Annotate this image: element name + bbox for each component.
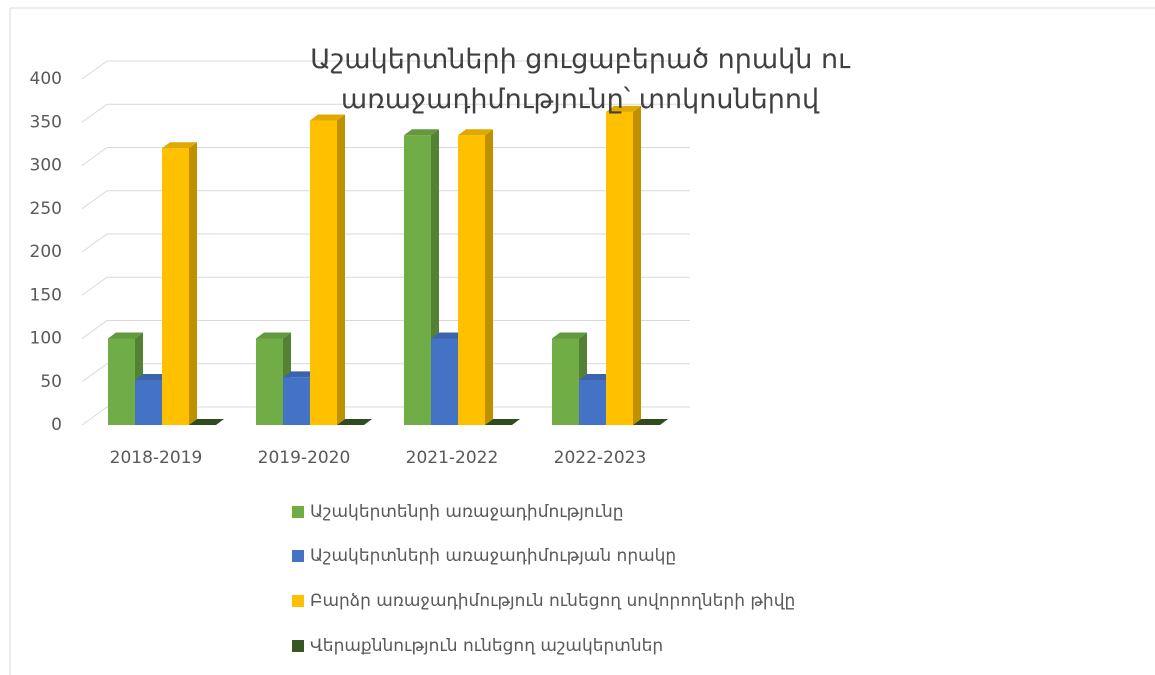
bar <box>552 338 579 425</box>
bar-top <box>579 374 614 381</box>
legend-swatch <box>292 550 304 562</box>
bar <box>606 111 633 426</box>
grid-line <box>81 190 690 210</box>
bar-top <box>431 332 466 339</box>
bar-top <box>552 332 587 339</box>
bar-side <box>485 129 493 425</box>
bar <box>256 338 283 425</box>
bar-top <box>404 129 439 136</box>
bar-top <box>256 332 291 339</box>
grid-line <box>81 406 690 426</box>
bar-top <box>485 419 520 425</box>
y-tick-label: 150 <box>30 285 62 305</box>
bar-side <box>337 114 345 426</box>
bar <box>458 135 485 425</box>
x-tick-label: 2019-2020 <box>258 448 351 468</box>
bar <box>135 380 162 425</box>
bar-top <box>283 371 318 378</box>
legend-label: Աշակերտների առաջադիմության որակը <box>310 546 676 566</box>
bar-top <box>337 419 372 425</box>
grid-line <box>81 233 690 253</box>
bar-top <box>458 129 493 136</box>
bar-top <box>189 419 224 425</box>
bar <box>162 148 189 425</box>
bar <box>579 380 606 425</box>
bar-top <box>633 419 668 425</box>
x-tick-label: 2021-2022 <box>406 448 499 468</box>
y-tick-label: 250 <box>30 199 62 219</box>
y-tick-label: 350 <box>30 112 62 132</box>
legend-label: Վերաքննություն ունեցող աշակերտներ <box>310 636 663 656</box>
legend-label: Բարձր առաջադիմություն ունեցող սովորողներ… <box>310 591 795 611</box>
bar <box>283 377 310 425</box>
y-tick-label: 50 <box>40 372 62 392</box>
x-tick-label: 2018-2019 <box>110 448 203 468</box>
y-tick-label: 300 <box>30 156 62 176</box>
bar-side <box>189 142 197 425</box>
y-tick-label: 400 <box>30 69 62 89</box>
grid-line <box>81 60 690 80</box>
legend-swatch <box>292 640 304 652</box>
bar <box>404 135 431 425</box>
bar-top <box>135 374 170 381</box>
grid-line <box>81 320 690 339</box>
y-tick-label: 100 <box>30 329 62 349</box>
y-tick-label: 200 <box>30 242 62 262</box>
legend-label: Աշակերտենրի առաջադիմությունը <box>310 502 624 522</box>
bar-top <box>108 332 143 339</box>
chart-title: Աշակերտների ցուցաբերած որակն ու առաջադիմ… <box>310 44 850 115</box>
bar-side <box>633 105 641 426</box>
bar-top <box>606 105 641 112</box>
x-tick-label: 2022-2023 <box>554 448 647 468</box>
legend-swatch <box>292 506 304 518</box>
grid-line <box>81 103 690 123</box>
bar <box>108 338 135 425</box>
y-tick-label: 0 <box>51 415 62 435</box>
bar <box>310 120 337 426</box>
bar <box>431 338 458 425</box>
grid-line <box>81 276 690 296</box>
bar-top <box>310 114 345 121</box>
legend-swatch <box>292 595 304 607</box>
bar-top <box>162 142 197 149</box>
grid-line <box>81 147 690 166</box>
grid-line <box>81 363 690 383</box>
